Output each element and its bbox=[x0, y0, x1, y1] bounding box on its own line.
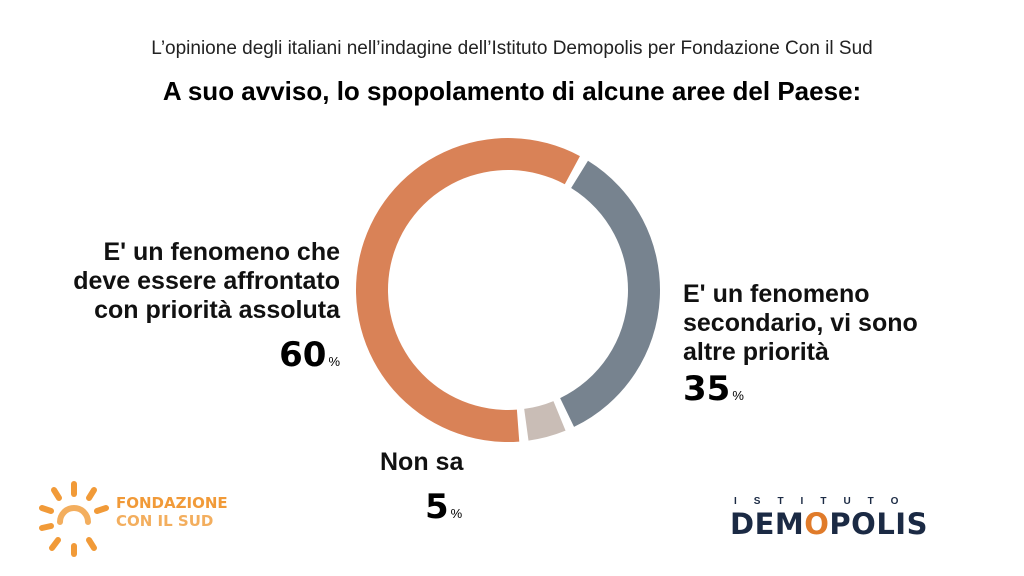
label-non-sa: Non sa bbox=[380, 448, 464, 476]
label-priorita-assoluta: E' un fenomeno che deve essere affrontat… bbox=[73, 238, 340, 324]
slice-secondario bbox=[560, 160, 660, 427]
value-priorita-assoluta: 60% bbox=[279, 335, 340, 375]
value-secondario: 35% bbox=[683, 369, 744, 409]
istituto-text: ISTITUTO bbox=[734, 496, 916, 507]
chart-title: A suo avviso, lo spopolamento di alcune … bbox=[162, 76, 862, 106]
demopolis-text: DEMOPOLIS bbox=[730, 507, 928, 541]
slice-priorita-assoluta bbox=[355, 137, 580, 442]
chart-subtitle: L’opinione degli italiani nell’indagine … bbox=[151, 38, 873, 59]
value-non-sa: 5% bbox=[425, 487, 463, 527]
label-secondario: E' un fenomeno secondario, vi sono altre… bbox=[683, 280, 918, 366]
con-il-sud-text: CON IL SUD bbox=[116, 512, 214, 530]
slice-non-sa bbox=[524, 401, 566, 441]
sun-icon bbox=[39, 481, 109, 557]
fondazione-text: FONDAZIONE bbox=[116, 494, 228, 512]
donut-chart bbox=[355, 137, 660, 442]
demopolis-logo: ISTITUTO DEMOPOLIS bbox=[730, 496, 980, 542]
fondazione-con-il-sud-logo: FONDAZIONE CON IL SUD bbox=[36, 478, 246, 558]
